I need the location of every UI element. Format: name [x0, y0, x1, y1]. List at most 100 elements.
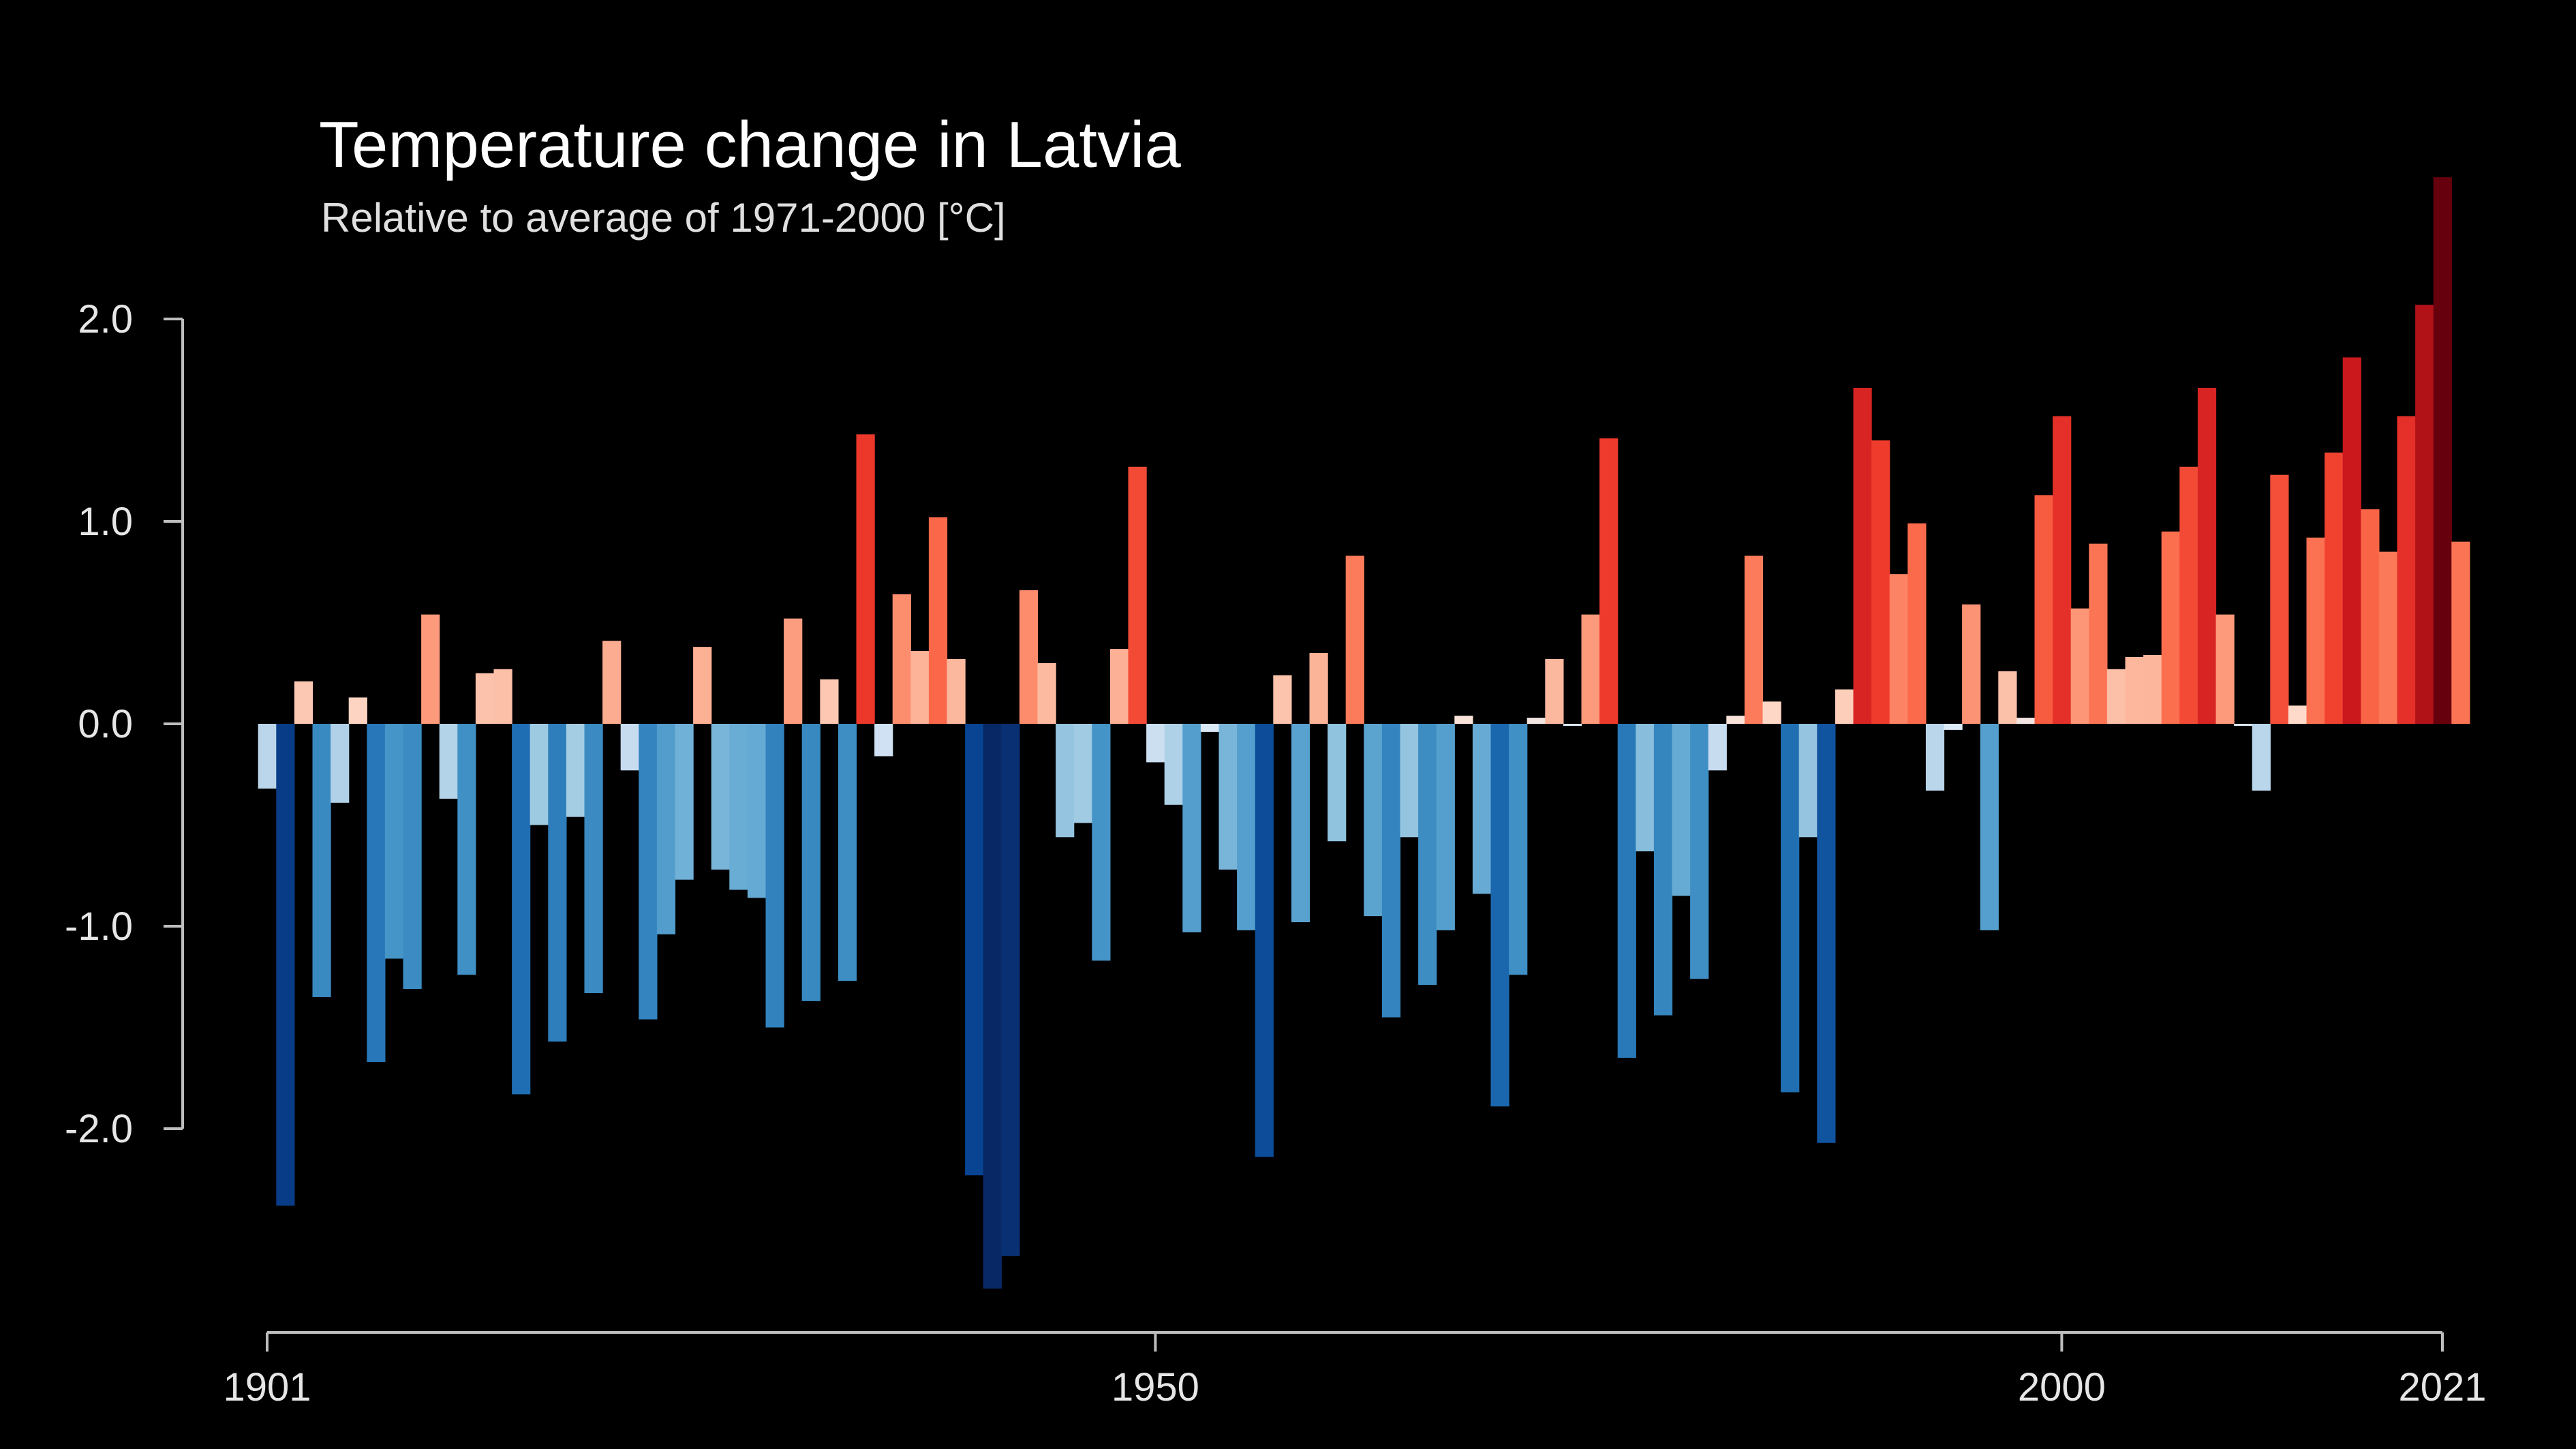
bar-2015 — [2325, 453, 2344, 724]
bar-1906 — [348, 697, 367, 724]
bar-1999 — [2034, 495, 2053, 724]
bar-1913 — [475, 673, 495, 724]
bar-1922 — [639, 724, 658, 1020]
bar-1971 — [1527, 718, 1546, 724]
bar-1918 — [566, 724, 585, 817]
bar-2006 — [2161, 531, 2180, 724]
bar-1909 — [403, 724, 422, 990]
bar-1904 — [312, 724, 331, 997]
bar-2009 — [2215, 614, 2235, 724]
x-tick-label: 2000 — [2018, 1365, 2106, 1409]
bar-1934 — [856, 434, 875, 724]
bar-1919 — [584, 724, 603, 994]
bar-1920 — [602, 641, 622, 724]
bar-1955 — [1237, 724, 1256, 930]
bar-2022 — [2451, 541, 2470, 724]
bar-1944 — [1037, 662, 1056, 724]
bar-1972 — [1545, 658, 1564, 724]
bar-2016 — [2342, 357, 2361, 724]
bar-1941 — [983, 724, 1002, 1289]
bar-1977 — [1636, 724, 1655, 852]
y-axis: 2.0 1.0 0.0 -1.0 -2.0 — [65, 297, 184, 1151]
bar-1992 — [1907, 523, 1927, 724]
bar-1945 — [1056, 724, 1075, 838]
bar-1947 — [1092, 724, 1111, 961]
bar-1936 — [892, 594, 911, 724]
bar-1986 — [1798, 724, 1818, 838]
bar-2012 — [2270, 474, 2289, 724]
bar-1975 — [1599, 438, 1619, 724]
bar-1957 — [1273, 675, 1292, 724]
y-tick-label: 0.0 — [78, 702, 133, 746]
bar-1916 — [530, 724, 549, 825]
bar-1952 — [1182, 724, 1201, 932]
x-axis: 1901 1950 2000 2021 — [223, 1331, 2487, 1409]
bar-1915 — [512, 724, 531, 1095]
bar-1979 — [1672, 724, 1691, 896]
bar-1954 — [1218, 724, 1238, 870]
bar-2008 — [2197, 387, 2217, 724]
bar-1940 — [965, 724, 984, 1176]
bar-1978 — [1653, 724, 1673, 1016]
bar-1907 — [367, 724, 386, 1062]
bar-2014 — [2306, 537, 2325, 724]
bar-2019 — [2397, 416, 2416, 724]
bar-1980 — [1690, 724, 1709, 979]
bar-1982 — [1726, 716, 1745, 724]
bar-1967 — [1454, 716, 1473, 724]
bar-1960 — [1328, 724, 1347, 842]
bar-1962 — [1364, 724, 1383, 917]
bar-1935 — [874, 724, 893, 757]
bar-1990 — [1871, 440, 1890, 724]
bar-1929 — [765, 724, 784, 1028]
bar-1914 — [493, 669, 512, 724]
chart-title: Temperature change in Latvia — [319, 108, 1181, 181]
bar-group — [258, 177, 2470, 1289]
bar-2005 — [2143, 655, 2162, 724]
bar-2000 — [2053, 416, 2072, 724]
bar-1981 — [1708, 724, 1727, 771]
bar-2021 — [2433, 177, 2452, 724]
bar-2011 — [2252, 724, 2271, 791]
bar-1964 — [1400, 724, 1419, 838]
bar-1963 — [1381, 724, 1401, 1018]
bar-1984 — [1762, 701, 1781, 724]
bar-1902 — [276, 724, 295, 1206]
bar-2004 — [2125, 656, 2144, 724]
bar-1932 — [820, 679, 839, 724]
bar-1942 — [1001, 724, 1020, 1257]
bar-1939 — [947, 658, 966, 724]
bar-1930 — [784, 618, 803, 724]
bar-2017 — [2361, 509, 2380, 724]
bar-1912 — [457, 724, 476, 975]
bar-1917 — [548, 724, 567, 1042]
bar-2007 — [2179, 466, 2198, 724]
bar-2020 — [2415, 305, 2434, 724]
bar-1966 — [1436, 724, 1455, 930]
bar-1973 — [1563, 724, 1582, 726]
bar-2003 — [2106, 669, 2126, 724]
bar-1988 — [1835, 689, 1854, 724]
bar-1946 — [1073, 724, 1092, 823]
bar-2001 — [2070, 608, 2089, 724]
bar-1908 — [384, 724, 404, 959]
y-tick-label: -2.0 — [65, 1107, 133, 1151]
bar-1928 — [747, 724, 767, 898]
bar-1956 — [1255, 724, 1274, 1157]
bar-1948 — [1109, 649, 1129, 724]
bar-1933 — [838, 724, 857, 981]
bar-1931 — [801, 724, 821, 1001]
bar-1989 — [1853, 387, 1872, 724]
y-tick-label: -1.0 — [65, 904, 133, 949]
bar-1985 — [1781, 724, 1800, 1093]
bar-1983 — [1744, 555, 1764, 724]
bar-1994 — [1944, 724, 1963, 730]
bar-1926 — [711, 724, 730, 870]
bar-1901 — [258, 724, 277, 789]
bar-1995 — [1962, 604, 1981, 724]
x-tick-label: 2021 — [2398, 1365, 2486, 1409]
bar-1910 — [421, 614, 440, 724]
bar-1921 — [620, 724, 639, 771]
bar-1987 — [1817, 724, 1836, 1143]
